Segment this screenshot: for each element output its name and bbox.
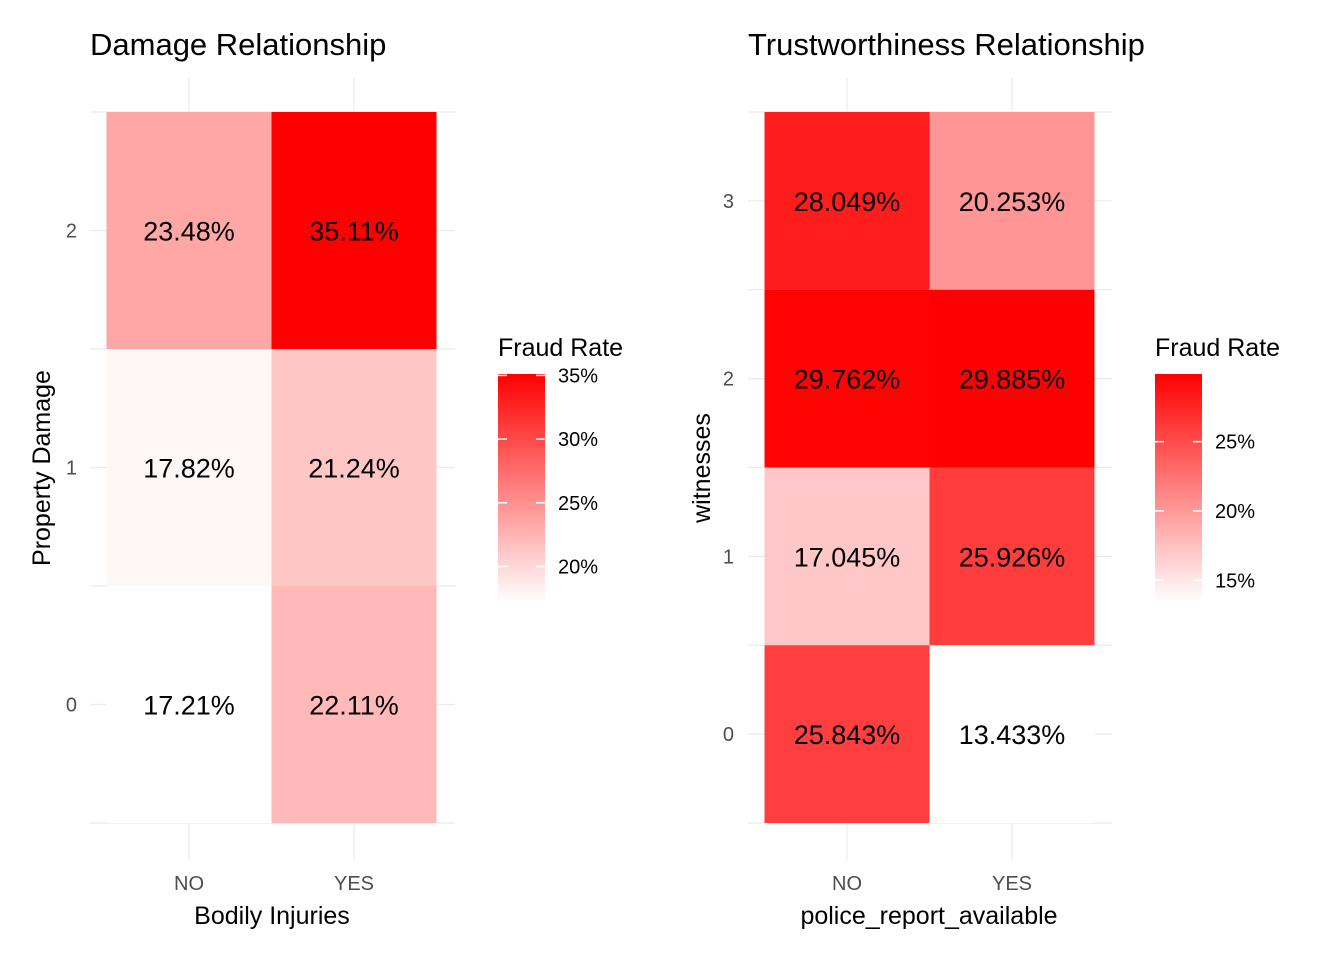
heatmap-cell-yes-0 xyxy=(929,645,1095,823)
legend-title: Fraud Rate xyxy=(1155,334,1280,362)
cell-value-label: 21.24% xyxy=(308,454,400,484)
x-tick-label: NO xyxy=(832,873,862,895)
cell-value-label: 25.843% xyxy=(794,720,901,750)
y-tick-label: 0 xyxy=(723,724,734,746)
legend-colorbar xyxy=(498,374,545,602)
cell-value-label: 28.049% xyxy=(794,187,901,217)
chart-title: Damage Relationship xyxy=(90,27,386,62)
y-tick-label: 2 xyxy=(723,369,734,391)
cell-value-label: 22.11% xyxy=(309,691,399,721)
heatmap-cell-no-0 xyxy=(106,586,272,823)
heatmap-cell-no-3 xyxy=(764,112,930,290)
heatmap-cell-yes-1 xyxy=(271,349,437,586)
legend-tick-label: 25% xyxy=(558,493,598,515)
legend-tick-label: 30% xyxy=(558,429,598,451)
chart-title: Trustworthiness Relationship xyxy=(748,27,1145,62)
cell-value-label: 13.433% xyxy=(959,720,1066,750)
x-axis-title: police_report_available xyxy=(800,902,1057,930)
heatmap-cell-yes-2 xyxy=(929,289,1095,468)
legend-tick-label: 20% xyxy=(558,556,598,578)
panel-1: Damage Relationship 23.48% 35.11% 17.82% 21.… xyxy=(28,27,623,930)
heatmap-cell-no-2 xyxy=(764,289,930,468)
cell-value-label: 20.253% xyxy=(959,187,1066,217)
cell-value-label: 17.82% xyxy=(143,454,235,484)
cell-value-label: 17.21% xyxy=(143,691,235,721)
legend-title: Fraud Rate xyxy=(498,334,623,362)
heatmap-cell-yes-3 xyxy=(929,112,1095,290)
heatmap-cell-no-1 xyxy=(106,349,272,586)
legend-tick-label: 15% xyxy=(1215,570,1255,592)
cell-value-label: 23.48% xyxy=(143,217,235,247)
cell-value-label: 29.762% xyxy=(794,365,901,395)
legend-colorbar xyxy=(1155,374,1202,602)
cell-value-label: 29.885% xyxy=(959,365,1066,395)
heatmap-cell-no-2 xyxy=(106,112,272,349)
y-tick-label: 1 xyxy=(66,458,77,480)
x-tick-label: NO xyxy=(174,873,204,895)
y-tick-label: 1 xyxy=(723,546,734,568)
legend-tick-label: 35% xyxy=(558,365,598,387)
panel-2: Trustworthiness Relationship 28.049% 20.25… xyxy=(688,27,1280,930)
x-tick-label: YES xyxy=(992,873,1032,895)
x-tick-label: YES xyxy=(334,873,374,895)
y-axis-title: Property Damage xyxy=(28,370,56,566)
heatmap-cell-yes-1 xyxy=(929,467,1095,646)
y-tick-label: 2 xyxy=(66,221,77,243)
legend-tick-label: 20% xyxy=(1215,501,1255,523)
cell-value-label: 17.045% xyxy=(794,542,901,572)
heatmap-cell-no-1 xyxy=(764,467,930,646)
y-axis-title: witnesses xyxy=(688,413,716,524)
legend-tick-label: 25% xyxy=(1215,432,1255,454)
y-tick-label: 0 xyxy=(66,695,77,717)
y-tick-label: 3 xyxy=(723,191,734,213)
x-axis-title: Bodily Injuries xyxy=(194,902,350,930)
cell-value-label: 35.11% xyxy=(309,217,399,247)
cell-value-label: 25.926% xyxy=(959,542,1066,572)
heatmap-cell-yes-0 xyxy=(271,586,437,823)
heatmap-cell-no-0 xyxy=(764,645,930,823)
heatmap-cell-yes-2 xyxy=(271,112,437,349)
